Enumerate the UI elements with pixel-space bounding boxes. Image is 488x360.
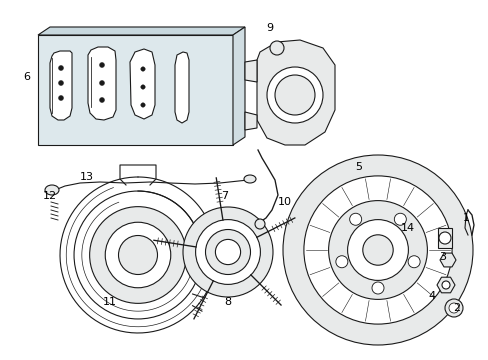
Polygon shape [244, 60, 257, 82]
Circle shape [205, 230, 250, 274]
Circle shape [99, 81, 104, 85]
Circle shape [215, 239, 240, 265]
Text: 9: 9 [266, 23, 273, 33]
Ellipse shape [45, 185, 59, 195]
Circle shape [303, 176, 451, 324]
Circle shape [99, 63, 104, 68]
Ellipse shape [244, 175, 256, 183]
Circle shape [441, 281, 449, 289]
Circle shape [438, 232, 450, 244]
Circle shape [105, 222, 170, 288]
Circle shape [448, 303, 458, 313]
Circle shape [407, 256, 419, 268]
Circle shape [141, 103, 145, 107]
Circle shape [118, 235, 157, 274]
Text: 14: 14 [400, 223, 414, 233]
Text: 11: 11 [103, 297, 117, 307]
Circle shape [195, 220, 260, 284]
Circle shape [283, 155, 472, 345]
Text: 3: 3 [439, 252, 446, 262]
Text: 10: 10 [278, 197, 291, 207]
Polygon shape [50, 51, 72, 120]
Circle shape [362, 235, 392, 265]
Polygon shape [175, 52, 189, 123]
Polygon shape [38, 35, 232, 145]
Text: 1: 1 [462, 213, 468, 223]
Polygon shape [436, 277, 454, 293]
Circle shape [89, 207, 186, 303]
Circle shape [328, 201, 427, 300]
Polygon shape [130, 49, 155, 119]
Text: 5: 5 [355, 162, 362, 172]
Text: 6: 6 [23, 72, 30, 82]
Polygon shape [257, 40, 334, 145]
Circle shape [335, 256, 347, 268]
Text: 4: 4 [427, 291, 435, 301]
Circle shape [99, 98, 104, 103]
Text: 13: 13 [80, 172, 94, 182]
Circle shape [349, 213, 361, 225]
Circle shape [274, 75, 314, 115]
Circle shape [266, 67, 323, 123]
Circle shape [141, 67, 145, 71]
Circle shape [183, 207, 272, 297]
Circle shape [59, 66, 63, 71]
Circle shape [141, 85, 145, 89]
Text: 12: 12 [43, 191, 57, 201]
Polygon shape [232, 27, 244, 145]
Text: 8: 8 [224, 297, 231, 307]
Text: 7: 7 [221, 191, 228, 201]
Polygon shape [38, 27, 244, 35]
Circle shape [269, 41, 284, 55]
Circle shape [393, 213, 406, 225]
Polygon shape [244, 112, 257, 130]
Polygon shape [88, 47, 116, 120]
Circle shape [444, 299, 462, 317]
Circle shape [254, 219, 264, 229]
Circle shape [59, 95, 63, 100]
Circle shape [74, 191, 202, 319]
Polygon shape [439, 253, 455, 267]
Circle shape [59, 81, 63, 85]
Polygon shape [437, 228, 451, 248]
Circle shape [371, 282, 383, 294]
Text: 2: 2 [452, 303, 460, 313]
Circle shape [347, 220, 407, 280]
